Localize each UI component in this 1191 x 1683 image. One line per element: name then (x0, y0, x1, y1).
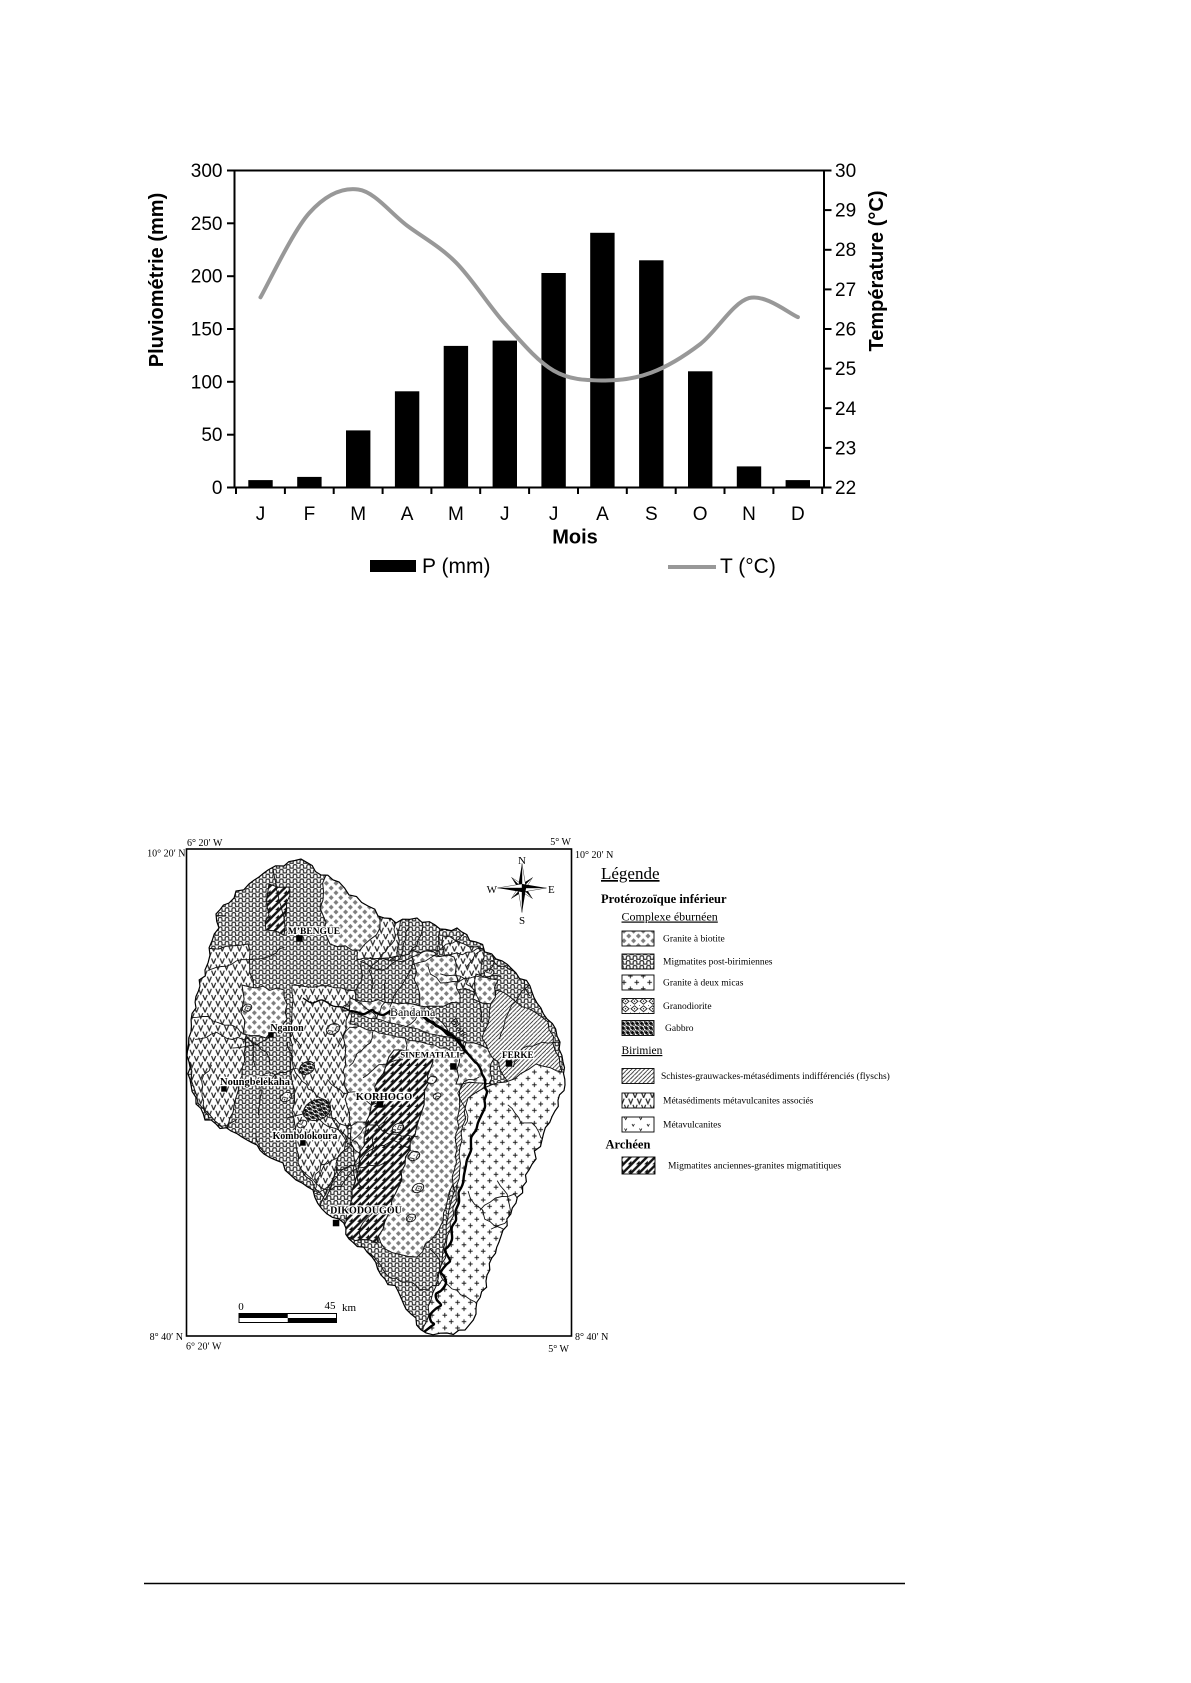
svg-text:Métasédiments métavulcanites a: Métasédiments métavulcanites associés (663, 1097, 814, 1107)
svg-text:10° 20′ N: 10° 20′ N (147, 849, 185, 860)
svg-text:DIKODOUGOU: DIKODOUGOU (330, 1206, 402, 1217)
svg-text:M: M (448, 504, 464, 525)
svg-text:150: 150 (191, 320, 223, 341)
svg-text:M’BENGUE: M’BENGUE (288, 927, 340, 937)
svg-text:300: 300 (191, 161, 223, 182)
svg-text:E: E (548, 884, 555, 896)
svg-text:N: N (742, 504, 756, 525)
svg-text:J: J (549, 504, 559, 525)
svg-text:KORHOGO: KORHOGO (356, 1092, 413, 1103)
svg-text:O: O (693, 504, 708, 525)
svg-text:250: 250 (191, 214, 223, 235)
svg-text:30: 30 (835, 161, 856, 182)
svg-text:F: F (304, 504, 316, 525)
svg-text:Archéen: Archéen (606, 1138, 651, 1152)
svg-text:DIKODOUGOU: DIKODOUGOU (330, 1206, 402, 1217)
svg-text:Noungbélékaha: Noungbélékaha (220, 1077, 291, 1088)
svg-text:N: N (518, 855, 526, 867)
svg-text:24: 24 (835, 399, 857, 420)
svg-text:Noungbélékaha: Noungbélékaha (220, 1077, 291, 1088)
svg-text:27: 27 (835, 280, 856, 301)
svg-text:Granite à deux micas: Granite à deux micas (663, 979, 744, 989)
svg-text:Granodiorite: Granodiorite (663, 1002, 712, 1012)
svg-text:Migmatites post-birimiennes: Migmatites post-birimiennes (663, 958, 773, 968)
svg-text:T (°C): T (°C) (720, 555, 776, 578)
svg-text:Birimien: Birimien (622, 1045, 663, 1057)
svg-text:Kombolokoura: Kombolokoura (272, 1131, 337, 1142)
svg-text:J: J (256, 504, 266, 525)
svg-text:0: 0 (212, 478, 223, 499)
svg-text:Bandama: Bandama (390, 1005, 436, 1019)
svg-text:Migmatites anciennes-granites: Migmatites anciennes-granites migmatitiq… (668, 1162, 841, 1172)
svg-text:S: S (645, 504, 658, 525)
svg-text:FERKE: FERKE (502, 1050, 534, 1060)
svg-text:8° 40′ N: 8° 40′ N (575, 1332, 608, 1343)
svg-text:M’BENGUE: M’BENGUE (288, 927, 340, 937)
svg-text:Légende: Légende (601, 864, 660, 883)
svg-text:Bandama: Bandama (390, 1005, 436, 1019)
svg-text:S: S (519, 915, 525, 927)
svg-text:D: D (791, 504, 805, 525)
svg-text:Schistes-grauwackes-métasédime: Schistes-grauwackes-métasédiments indiff… (661, 1071, 890, 1082)
svg-text:Métavulcanites: Métavulcanites (663, 1121, 721, 1131)
svg-text:200: 200 (191, 267, 223, 288)
svg-text:25: 25 (835, 359, 856, 380)
svg-text:26: 26 (835, 320, 856, 341)
svg-text:J: J (500, 504, 510, 525)
svg-text:Gabbro: Gabbro (665, 1024, 694, 1034)
svg-text:M: M (350, 504, 366, 525)
svg-text:Température (°C): Température (°C) (866, 191, 888, 352)
svg-text:22: 22 (835, 478, 856, 499)
svg-text:Nganon: Nganon (270, 1023, 304, 1034)
svg-text:6° 20′ W: 6° 20′ W (187, 838, 223, 849)
svg-text:0: 0 (238, 1301, 244, 1313)
svg-text:100: 100 (191, 372, 223, 393)
svg-text:5° W: 5° W (548, 1344, 569, 1355)
svg-text:A: A (401, 504, 414, 525)
svg-text:Complexe éburnéen: Complexe éburnéen (622, 910, 718, 924)
svg-text:SINEMATIALI: SINEMATIALI (400, 1050, 460, 1060)
svg-text:6° 20′ W: 6° 20′ W (186, 1342, 222, 1353)
svg-text:10° 20′ N: 10° 20′ N (575, 850, 613, 861)
svg-text:Kombolokoura: Kombolokoura (272, 1131, 337, 1142)
svg-text:5° W: 5° W (550, 837, 571, 848)
svg-text:km: km (342, 1302, 357, 1314)
svg-text:A: A (596, 504, 609, 525)
svg-text:SINEMATIALI: SINEMATIALI (400, 1050, 460, 1060)
svg-text:Pluviométrie (mm): Pluviométrie (mm) (146, 193, 168, 367)
svg-text:8° 40′ N: 8° 40′ N (150, 1332, 183, 1343)
svg-text:W: W (487, 884, 498, 896)
svg-text:50: 50 (201, 425, 222, 446)
svg-text:Nganon: Nganon (270, 1023, 304, 1034)
svg-text:Mois: Mois (552, 527, 598, 549)
svg-text:28: 28 (835, 240, 856, 261)
svg-text:FERKE: FERKE (502, 1050, 534, 1060)
svg-text:P (mm): P (mm) (422, 555, 490, 578)
svg-text:45: 45 (325, 1300, 337, 1312)
svg-text:Protérozoïque inférieur: Protérozoïque inférieur (601, 892, 727, 906)
svg-text:23: 23 (835, 438, 856, 459)
svg-text:Granite à biotite: Granite à biotite (663, 935, 725, 945)
svg-text:KORHOGO: KORHOGO (356, 1092, 413, 1103)
svg-text:29: 29 (835, 201, 856, 222)
